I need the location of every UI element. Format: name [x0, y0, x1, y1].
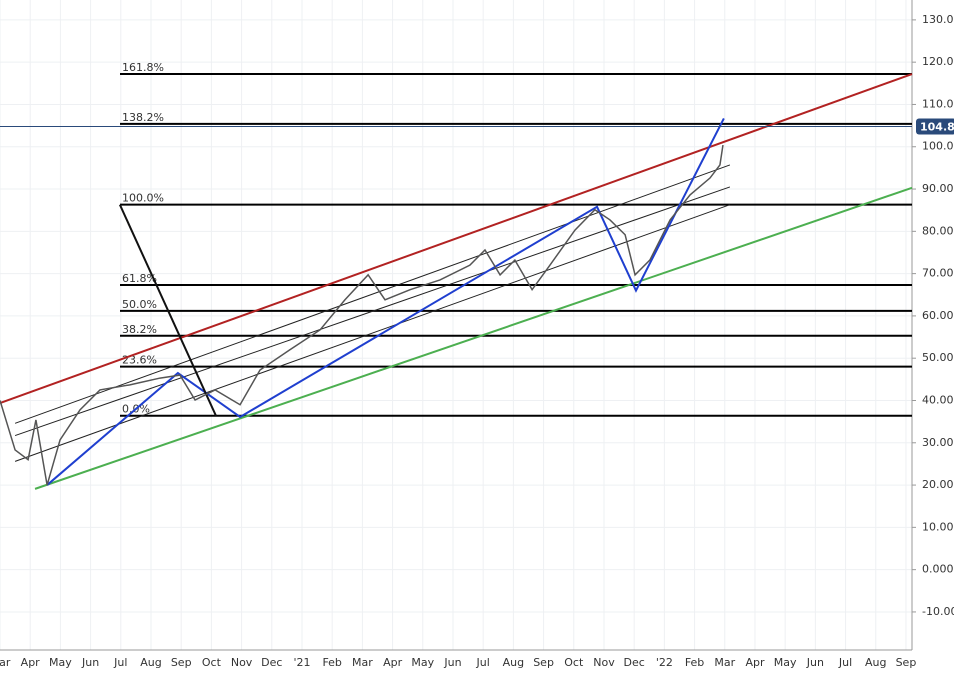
- x-tick-label: Apr: [745, 656, 765, 669]
- y-tick-label: 110.000: [922, 97, 954, 110]
- x-tick-label: Jun: [443, 656, 461, 669]
- trend-line: [0, 73, 913, 404]
- x-tick-label: Aug: [865, 656, 886, 669]
- x-tick-label: May: [774, 656, 797, 669]
- y-tick-label: 10.000: [922, 520, 954, 533]
- x-tick-label: Jul: [476, 656, 490, 669]
- trend-line: [118, 204, 217, 417]
- y-tick-label: 70.000: [922, 267, 954, 280]
- x-tick-label: May: [49, 656, 72, 669]
- x-tick-label: Jun: [81, 656, 99, 669]
- trend-line: [46, 117, 725, 486]
- fib-label: 23.6%: [122, 354, 157, 367]
- x-tick-label: Feb: [322, 656, 341, 669]
- fib-label: 100.0%: [122, 192, 164, 205]
- x-tick-label: Feb: [685, 656, 704, 669]
- x-tick-label: Mar: [352, 656, 373, 669]
- x-tick-label: Dec: [261, 656, 282, 669]
- fib-label: 161.8%: [122, 61, 164, 74]
- x-tick-label: Oct: [202, 656, 222, 669]
- trend-line: [14, 204, 731, 462]
- x-tick-label: Mar: [714, 656, 735, 669]
- x-tick-label: Mar: [0, 656, 11, 669]
- y-tick-label: 130.000: [922, 13, 954, 26]
- x-tick-label: Oct: [564, 656, 584, 669]
- y-tick-label: -10.000: [922, 605, 954, 618]
- fib-label: 38.2%: [122, 323, 157, 336]
- fib-label: 50.0%: [122, 298, 157, 311]
- x-tick-label: Dec: [624, 656, 645, 669]
- x-tick-label: Sep: [171, 656, 192, 669]
- trend-line: [14, 164, 731, 424]
- y-tick-label: 50.000: [922, 351, 954, 364]
- y-tick-label: 20.000: [922, 478, 954, 491]
- y-tick-label: 40.000: [922, 393, 954, 406]
- x-tick-label: Sep: [896, 656, 917, 669]
- trend-line: [14, 186, 731, 437]
- x-tick-label: Jul: [113, 656, 127, 669]
- x-tick-label: Nov: [231, 656, 253, 669]
- x-tick-label: Jun: [806, 656, 824, 669]
- price-line: [0, 144, 724, 486]
- y-tick-label: 80.000: [922, 224, 954, 237]
- trend-line: [34, 186, 913, 490]
- x-tick-label: Aug: [140, 656, 161, 669]
- last-price-badge: [916, 118, 954, 135]
- x-tick-label: May: [411, 656, 434, 669]
- y-tick-label: 30.000: [922, 436, 954, 449]
- fib-label: 61.8%: [122, 272, 157, 285]
- x-tick-label: Sep: [533, 656, 554, 669]
- y-tick-label: 100.000: [922, 140, 954, 153]
- x-tick-label: Apr: [383, 656, 403, 669]
- y-tick-label: 60.000: [922, 309, 954, 322]
- fib-label: 138.2%: [122, 111, 164, 124]
- x-tick-label: Nov: [593, 656, 615, 669]
- last-price-label: 104.80: [920, 120, 954, 133]
- y-tick-label: 90.000: [922, 182, 954, 195]
- y-tick-label: 120.000: [922, 55, 954, 68]
- x-tick-label: '21: [293, 656, 310, 669]
- y-tick-label: 0.0000: [922, 563, 954, 576]
- x-tick-label: '22: [656, 656, 673, 669]
- x-tick-label: Jul: [838, 656, 852, 669]
- x-tick-label: Aug: [503, 656, 524, 669]
- x-tick-label: Apr: [21, 656, 41, 669]
